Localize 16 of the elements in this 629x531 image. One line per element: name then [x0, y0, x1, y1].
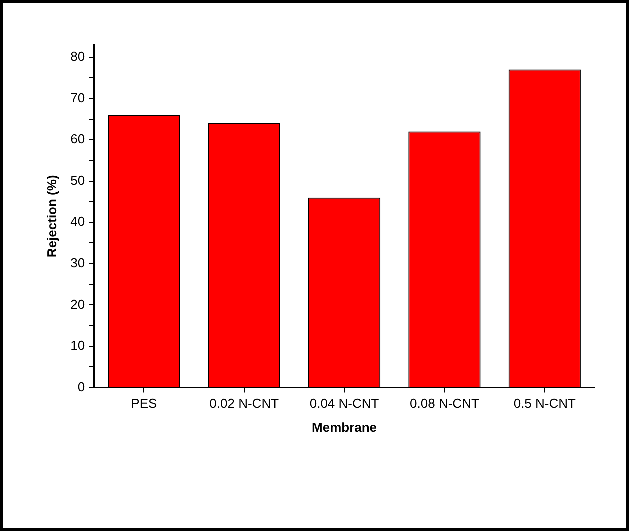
y-tick-label: 0	[78, 379, 86, 394]
y-tick-label: 80	[70, 48, 86, 64]
x-axis-title: Membrane	[312, 420, 378, 435]
y-tick-label: 70	[70, 90, 86, 106]
x-tick-label: 0.02 N-CNT	[210, 396, 280, 412]
x-tick-label: PES	[131, 396, 158, 412]
y-tick-label: 60	[70, 132, 86, 147]
y-tick-label: 20	[70, 296, 86, 312]
y-tick-label: 30	[70, 255, 86, 270]
x-tick-label: 0.04 N-CNT	[310, 396, 380, 412]
y-tick-label: 40	[70, 214, 86, 230]
y-tick-label: 10	[70, 338, 86, 354]
x-tick-label: 0.08 N-CNT	[410, 396, 480, 412]
y-axis-title: Rejection (%)	[44, 175, 60, 258]
y-tick-label: 50	[70, 172, 86, 188]
x-tick-label: 0.5 N-CNT	[514, 396, 576, 412]
